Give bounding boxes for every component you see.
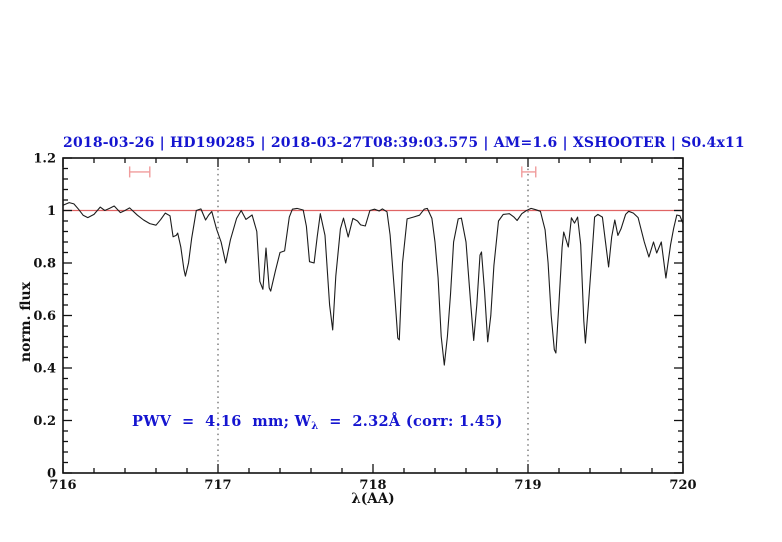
y-tick-label: 1.2: [33, 152, 56, 167]
x-tick-labels: 716 717 718 719 720: [49, 478, 696, 493]
pwv-lambda-subscript: λ: [311, 421, 319, 432]
y-tick-label: 0: [47, 467, 56, 482]
y-tick-label: 0.2: [33, 414, 56, 429]
axis-ticks: [62, 157, 684, 474]
pwv-annotation: PWV = 4.16 mm; Wλ = 2.32Å (corr: 1.45): [132, 413, 503, 432]
x-tick-label: 719: [514, 478, 541, 493]
y-tick-label: 0.6: [33, 309, 56, 324]
y-tick-label: 1: [47, 204, 56, 219]
x-axis-label: λ(AA): [351, 491, 395, 507]
spectrum-line: [62, 202, 684, 366]
x-tick-label: 716: [49, 478, 76, 493]
y-tick-labels: 0 0.2 0.4 0.6 0.8 1 1.2: [33, 152, 56, 482]
pwv-annotation-suffix: = 2.32Å (corr: 1.45): [318, 413, 503, 430]
y-axis-label: norm. flux: [18, 281, 34, 363]
x-tick-label: 720: [669, 478, 696, 493]
pwv-annotation-prefix: PWV = 4.16 mm; W: [132, 413, 312, 430]
plot-title: 2018-03-26 | HD190285 | 2018-03-27T08:39…: [63, 135, 745, 151]
x-tick-label: 718: [359, 478, 386, 493]
y-tick-label: 0.8: [33, 257, 56, 272]
x-tick-label: 717: [204, 478, 231, 493]
plot-frame: [62, 157, 684, 474]
telluric-range-markers: [128, 166, 537, 178]
y-tick-label: 0.4: [33, 362, 56, 377]
